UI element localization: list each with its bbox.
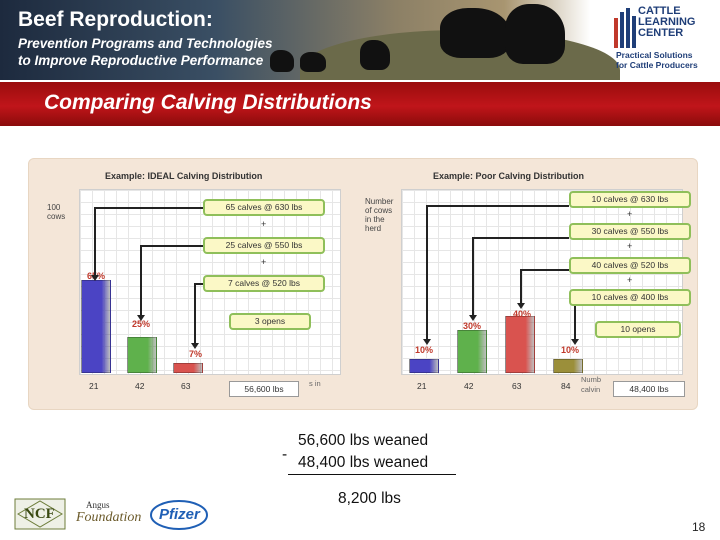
poor-overlay-text: Numb	[581, 375, 602, 384]
poor-bar-63	[505, 316, 535, 373]
arrow-line	[426, 205, 428, 341]
ideal-panel-title: Example: IDEAL Calving Distribution	[105, 171, 263, 181]
angus-foundation-logo: Angus Foundation	[76, 500, 142, 525]
cattle-learning-center-logo: CATTLE LEARNING CENTER Practical Solutio…	[608, 6, 718, 70]
poor-pct-label: 10%	[415, 345, 434, 355]
poor-callout: 10 opens	[595, 321, 681, 338]
ideal-total: 56,600 lbs	[229, 381, 299, 397]
cow-silhouette	[300, 52, 326, 72]
poor-weaned-total: 48,400 lbs weaned	[298, 454, 429, 471]
arrow-line	[140, 245, 142, 317]
poor-y-caption: Number of cows in the herd	[365, 197, 394, 233]
ideal-overlay-text: s in	[309, 379, 321, 388]
cow-silhouette	[270, 50, 294, 72]
poor-bar-21	[409, 359, 439, 373]
arrow-line	[141, 245, 203, 247]
ideal-pct-label: 7%	[189, 349, 203, 359]
poor-bar-84	[553, 359, 583, 373]
difference-result: 8,200 lbs	[338, 490, 401, 507]
poor-chart-grid	[401, 189, 683, 375]
header-subtitle-line2: to Improve Reproductive Performance	[18, 53, 264, 68]
poor-x-label: 42	[464, 381, 474, 391]
cow-silhouette	[440, 8, 510, 58]
arrow-line	[520, 269, 522, 305]
plus-sign: +	[627, 241, 633, 251]
ideal-weaned-total: 56,600 lbs weaned	[298, 432, 429, 449]
arrow-line	[521, 269, 569, 271]
poor-callout: 40 calves @ 520 lbs	[569, 257, 691, 274]
cow-silhouette	[360, 40, 390, 70]
arrow-head-icon	[571, 339, 579, 345]
ideal-x-label: 63	[181, 381, 191, 391]
arrow-line	[94, 207, 96, 277]
poor-x-label: 63	[512, 381, 522, 391]
poor-pct-label: 10%	[561, 345, 580, 355]
plus-sign: +	[261, 257, 267, 267]
arrow-line	[472, 237, 474, 317]
arrow-head-icon	[423, 339, 431, 345]
slide-title: Comparing Calving Distributions	[44, 91, 372, 114]
arrow-line	[195, 283, 205, 285]
title-banner: Comparing Calving Distributions	[0, 82, 720, 126]
plus-sign: +	[627, 209, 633, 219]
header-banner: Beef Reproduction: Prevention Programs a…	[0, 0, 720, 80]
ideal-bar-21	[81, 280, 111, 373]
calving-distribution-figure: Example: IDEAL Calving Distribution 100 …	[28, 158, 698, 410]
ideal-x-label: 42	[135, 381, 145, 391]
plus-sign: +	[261, 219, 267, 229]
poor-bar-42	[457, 330, 487, 373]
arrow-head-icon	[191, 343, 199, 349]
header-title: Beef Reproduction:	[18, 8, 213, 31]
logo-tagline: Practical Solutions for Cattle Producers	[616, 50, 698, 70]
ideal-pct-label: 25%	[132, 319, 151, 329]
arrow-line	[427, 205, 569, 207]
poor-pct-label: 30%	[463, 321, 482, 331]
poor-callout: 10 calves @ 400 lbs	[569, 289, 691, 306]
logo-bars-icon	[614, 8, 636, 48]
plus-sign: +	[627, 275, 633, 285]
poor-total: 48,400 lbs	[613, 381, 685, 397]
arrow-head-icon	[517, 303, 525, 309]
ideal-callout: 3 opens	[229, 313, 311, 330]
minus-sign: -	[282, 446, 288, 463]
ideal-bar-63	[173, 363, 203, 373]
ncf-logo-text: NCF	[24, 506, 55, 522]
poor-callout: 10 calves @ 630 lbs	[569, 191, 691, 208]
poor-panel-title: Example: Poor Calving Distribution	[433, 171, 585, 181]
arrow-line	[574, 299, 576, 341]
cow-silhouette	[505, 4, 565, 64]
arrow-line	[194, 283, 196, 345]
arrow-head-icon	[91, 275, 99, 281]
poor-callout: 30 calves @ 550 lbs	[569, 223, 691, 240]
arrow-line	[473, 237, 569, 239]
calculation-rule	[288, 474, 456, 475]
poor-pct-label: 40%	[513, 309, 532, 319]
arrow-line	[95, 207, 203, 209]
page-number: 18	[692, 520, 706, 534]
ideal-callout: 25 calves @ 550 lbs	[203, 237, 325, 254]
ncf-logo: NCF	[14, 498, 66, 530]
ideal-x-label: 21	[89, 381, 99, 391]
header-subtitle-line1: Prevention Programs and Technologies	[18, 36, 273, 51]
ideal-callout: 7 calves @ 520 lbs	[203, 275, 325, 292]
ideal-callout: 65 calves @ 630 lbs	[203, 199, 325, 216]
arrow-head-icon	[469, 315, 477, 321]
pfizer-logo: Pfizer	[150, 500, 208, 530]
logo-name: CATTLE LEARNING CENTER	[638, 5, 696, 39]
ideal-bar-42	[127, 337, 157, 373]
poor-x-label: 21	[417, 381, 427, 391]
arrow-head-icon	[137, 315, 145, 321]
ideal-y-caption: 100 cows	[47, 203, 66, 221]
poor-overlay-text: calvin	[581, 385, 601, 394]
poor-x-label: 84	[561, 381, 571, 391]
